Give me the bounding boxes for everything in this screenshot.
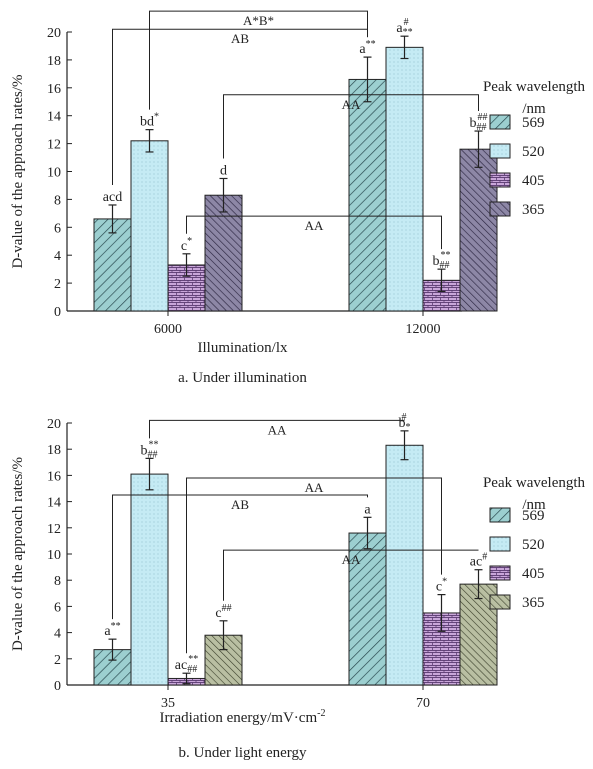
y-tick-label: 0 (54, 305, 61, 320)
y-tick-label: 6 (54, 221, 61, 236)
legend-title-unit: /nm (522, 101, 546, 117)
y-tick-label: 12 (47, 138, 61, 153)
significance-bracket (112, 28, 368, 185)
bar-significance-label: b##** (433, 250, 451, 271)
significance-label: AB (231, 31, 249, 46)
legend-swatch-405 (489, 172, 511, 188)
significance-label: AB (231, 497, 249, 512)
legend-title-unit: /nm (522, 497, 546, 513)
bar-569-12000 (348, 78, 387, 312)
bar-significance-label: b#### (470, 112, 488, 133)
y-tick-label: 8 (54, 193, 61, 208)
legend-label-405: 405 (522, 173, 545, 189)
significance-bracket (223, 94, 479, 159)
legend-swatch-405 (489, 565, 511, 581)
y-tick-label: 14 (47, 496, 61, 511)
bar-520-12000 (385, 46, 424, 312)
bar-significance-label: a**# (396, 17, 412, 38)
significance-label: AA (342, 97, 361, 112)
y-tick-label: 16 (47, 82, 61, 97)
legend-label-569: 569 (522, 508, 545, 524)
figure-caption: b. Under light energy (178, 745, 307, 761)
significance-label: AA (268, 422, 287, 437)
y-tick-label: 18 (47, 443, 61, 458)
legend-label-520: 520 (522, 144, 545, 160)
bar-significance-label: a** (359, 39, 375, 57)
significance-label: AA (305, 480, 324, 495)
bar-569-70 (348, 532, 387, 686)
chart-panel-b: 0 2 4 6 8 10 12 14 16 18 20 D-value of the approach… (10, 412, 586, 761)
y-tick-label: 10 (47, 548, 61, 563)
significance-label: AA (305, 218, 324, 233)
y-axis-title: D-value of the approach rates/% (10, 457, 26, 651)
legend-swatch-520 (489, 143, 511, 159)
y-tick-label: 16 (47, 469, 61, 484)
x-tick-label: 12000 (406, 322, 441, 337)
legend-title: Peak wavelength (483, 475, 586, 491)
bar-significance-label: acd (103, 190, 122, 205)
legend-swatch-365 (489, 201, 511, 217)
bar-520-35 (130, 473, 169, 686)
bar-569-6000 (93, 218, 132, 312)
legend-label-365: 365 (522, 595, 545, 611)
x-tick-label: 70 (416, 696, 430, 711)
x-tick-label: 6000 (154, 322, 182, 337)
significance-bracket (149, 419, 405, 439)
bar-significance-label: bd* (140, 112, 159, 130)
bar-significance-label: a** (104, 621, 120, 639)
y-tick-label: 14 (47, 110, 61, 125)
y-tick-label: 6 (54, 600, 61, 615)
y-tick-label: 0 (54, 679, 61, 694)
legend-swatch-520 (489, 536, 511, 552)
x-axis-title: Irradiation energy/mV·cm-2 (160, 708, 326, 726)
chart-panel-a: 0 2 4 6 8 10 12 14 16 18 20 D-value of the approach… (10, 10, 586, 386)
y-tick-label: 4 (54, 249, 61, 264)
legend-title: Peak wavelength (483, 79, 586, 95)
significance-bracket (223, 549, 479, 601)
y-tick-label: 20 (47, 26, 61, 41)
bar-365-6000 (204, 194, 243, 312)
significance-bracket (186, 215, 442, 250)
legend-label-365: 365 (522, 202, 545, 218)
figure-caption: a. Under illumination (178, 370, 307, 386)
significance-label: AA (342, 552, 361, 567)
y-tick-label: 10 (47, 166, 61, 181)
legend-label-569: 569 (522, 115, 545, 131)
y-tick-label: 20 (47, 417, 61, 432)
bar-significance-label: d (220, 163, 227, 178)
bar-significance-label: c* (181, 236, 192, 254)
bar-520-6000 (130, 140, 169, 312)
legend-swatch-365 (489, 594, 511, 610)
legend-swatch-569 (489, 507, 511, 523)
bar-significance-label: ac##** (175, 654, 198, 675)
legend-label-520: 520 (522, 537, 545, 553)
bar-significance-label: c## (215, 603, 231, 621)
y-tick-label: 8 (54, 574, 61, 589)
bar-significance-label: ac# (470, 552, 487, 570)
y-axis-title: D-value of the approach rates/% (10, 74, 26, 268)
bar-significance-label: a (364, 502, 371, 517)
y-tick-label: 4 (54, 627, 61, 642)
significance-bracket (149, 10, 368, 110)
significance-bracket (112, 494, 368, 620)
significance-label: A*B* (243, 13, 274, 28)
x-tick-label: 35 (161, 696, 175, 711)
bar-significance-label: b##** (141, 439, 159, 460)
y-tick-label: 18 (47, 54, 61, 69)
legend-label-405: 405 (522, 566, 545, 582)
legend-swatch-569 (489, 114, 511, 130)
bar-significance-label: b*# (399, 412, 411, 433)
bar-significance-label: c* (436, 577, 447, 595)
significance-bracket (186, 477, 442, 654)
y-tick-label: 2 (54, 277, 61, 292)
bar-520-70 (385, 444, 424, 686)
y-tick-label: 2 (54, 653, 61, 668)
y-tick-label: 12 (47, 522, 61, 537)
x-axis-title: Illumination/lx (198, 340, 288, 356)
